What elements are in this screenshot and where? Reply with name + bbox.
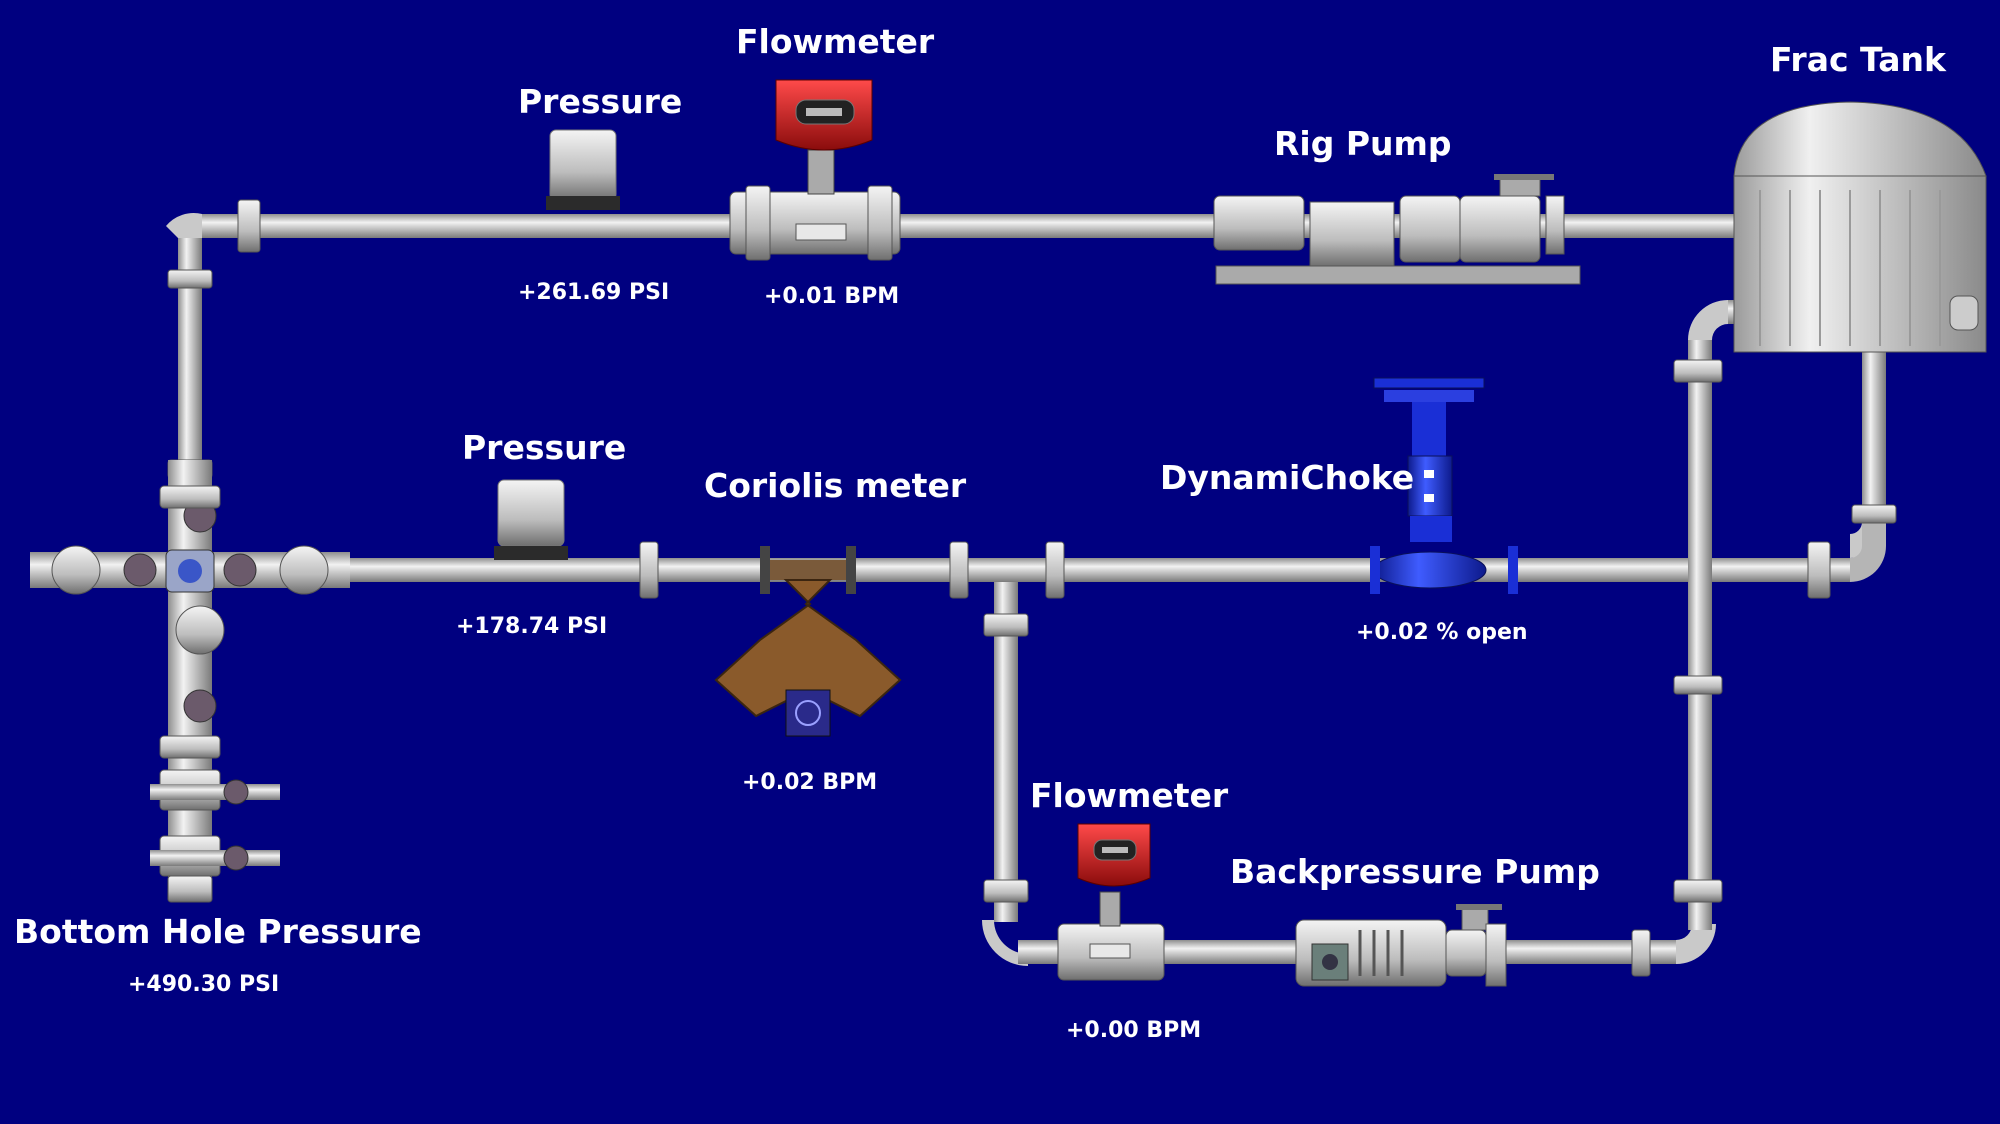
coriolis-meter[interactable] (714, 546, 902, 737)
dynamichoke-reading: +0.02 % open (1356, 620, 1528, 645)
dynamichoke-valve[interactable] (1370, 377, 1518, 594)
pressure-sensor-mid[interactable] (494, 479, 568, 560)
wellhead[interactable] (30, 460, 350, 903)
pressure-sensor-top[interactable] (546, 129, 620, 210)
flowmeter-top[interactable] (729, 79, 901, 261)
backpressure-pump[interactable] (1295, 904, 1507, 987)
flowmeter-bottom[interactable] (1057, 823, 1165, 981)
pressure-mid-title: Pressure (462, 428, 627, 467)
flowmeter-bottom-title: Flowmeter (1030, 776, 1229, 815)
flowmeter-bottom-reading: +0.00 BPM (1066, 1018, 1202, 1043)
pressure-top-reading: +261.69 PSI (518, 280, 670, 305)
frac-tank[interactable] (1733, 101, 1987, 353)
flowmeter-top-reading: +0.01 BPM (764, 284, 900, 309)
coriolis-reading: +0.02 BPM (742, 770, 878, 795)
pipe-flanges (167, 199, 1897, 977)
bottom-hole-pressure-title: Bottom Hole Pressure (14, 912, 422, 951)
rig-pump-title: Rig Pump (1274, 124, 1452, 163)
rig-pump[interactable] (1213, 174, 1581, 285)
flowmeter-top-title: Flowmeter (736, 22, 935, 61)
coriolis-meter-title: Coriolis meter (704, 466, 967, 505)
backpressure-pump-title: Backpressure Pump (1230, 852, 1600, 891)
middle-pipeline (330, 350, 1886, 582)
bottom-hole-pressure-reading: +490.30 PSI (128, 972, 280, 997)
pressure-mid-reading: +178.74 PSI (456, 614, 608, 639)
dynamichoke-title: DynamiChoke (1160, 458, 1415, 497)
pressure-top-title: Pressure (518, 82, 683, 121)
frac-tank-title: Frac Tank (1770, 40, 1946, 79)
